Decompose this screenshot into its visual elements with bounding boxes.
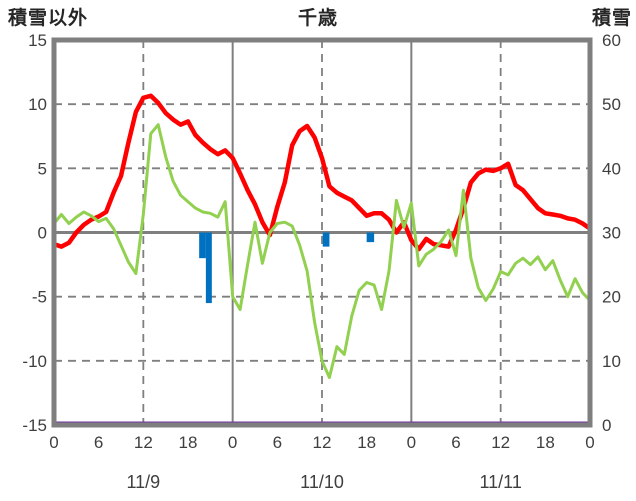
- x-axis-tick-label: 12: [134, 433, 153, 452]
- precipitation-bar: [199, 232, 206, 259]
- x-axis-tick-label: 18: [536, 433, 555, 452]
- right-axis-tick-label: 0: [602, 416, 611, 435]
- left-axis-tick-label: -15: [22, 416, 47, 435]
- x-axis-tick-label: 6: [94, 433, 103, 452]
- x-axis-tick-label: 18: [179, 433, 198, 452]
- left-axis-tick-label: 15: [28, 31, 47, 50]
- x-axis-tick-label: 0: [585, 433, 594, 452]
- x-axis-tick-label: 12: [491, 433, 510, 452]
- series-green-line: [52, 123, 592, 379]
- x-axis-tick-label: 0: [407, 433, 416, 452]
- left-axis-tick-label: 5: [38, 159, 47, 178]
- right-axis-tick-label: 50: [602, 95, 621, 114]
- right-axis-tick-label: 60: [602, 31, 621, 50]
- x-axis-tick-label: 6: [273, 433, 282, 452]
- date-label: 11/9: [126, 472, 160, 492]
- x-axis-tick-label: 0: [228, 433, 237, 452]
- x-axis-tick-label: 12: [313, 433, 332, 452]
- left-axis-tick-label: 0: [38, 224, 47, 243]
- right-axis-tick-label: 10: [602, 352, 621, 371]
- right-axis-tick-label: 30: [602, 224, 621, 243]
- left-axis-tick-label: -10: [22, 352, 47, 371]
- series-red-line: [51, 93, 593, 252]
- left-axis-tick-label: -5: [32, 288, 47, 307]
- left-axis-title: 積雪以外: [8, 8, 89, 29]
- precipitation-bar: [322, 232, 330, 247]
- x-axis-tick-label: 6: [451, 433, 460, 452]
- plot-border: [51, 37, 593, 428]
- x-axis-tick-label: 18: [357, 433, 376, 452]
- x-axis-tick-label: 0: [49, 433, 58, 452]
- right-axis-title: 積雪: [591, 8, 632, 29]
- chart-title: 千歳: [297, 8, 338, 29]
- right-axis-tick-label: 40: [602, 159, 621, 178]
- left-axis-tick-label: 10: [28, 95, 47, 114]
- date-label: 11/11: [479, 472, 521, 492]
- precipitation-bar: [366, 232, 375, 243]
- precipitation-bar: [205, 232, 212, 304]
- right-axis-tick-label: 20: [602, 288, 621, 307]
- date-label: 11/10: [300, 472, 344, 492]
